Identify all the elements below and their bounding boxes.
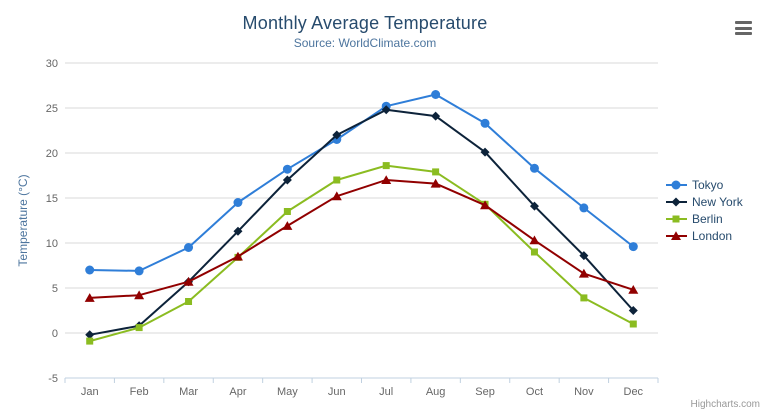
y-axis-title: Temperature (°C): [16, 174, 30, 266]
highcharts-credit[interactable]: Highcharts.com: [690, 399, 760, 410]
y-axis-label: 5: [52, 283, 58, 295]
legend-label: London: [692, 228, 733, 243]
data-point-london-aug[interactable]: [430, 178, 441, 188]
data-point-tokyo-apr[interactable]: [233, 198, 243, 207]
series-tokyo: [85, 90, 638, 276]
series-line-london: [88, 179, 635, 299]
data-point-london-jun[interactable]: [331, 191, 342, 201]
hamburger-menu-icon: [734, 26, 752, 30]
chart-title: Monthly Average Temperature: [242, 13, 488, 33]
data-point-berlin-dec[interactable]: [629, 320, 637, 328]
hamburger-menu-icon: [734, 32, 752, 35]
legend-item-london[interactable]: London: [666, 227, 743, 244]
x-axis-label: Mar: [179, 386, 198, 398]
data-point-london-apr[interactable]: [232, 251, 243, 261]
y-axis-label: 30: [46, 58, 58, 70]
legend-marker: [666, 180, 687, 189]
series-line-tokyo: [88, 93, 635, 272]
data-point-tokyo-aug[interactable]: [431, 90, 441, 99]
data-point-new-york-dec[interactable]: [628, 306, 638, 315]
x-axis: Jan Feb Mar Apr May Jun Jul Aug Sep Oct Nov Dec: [64, 377, 659, 398]
legend-label: New York: [692, 194, 743, 209]
data-point-london-mar[interactable]: [183, 276, 194, 286]
series-london: [84, 175, 639, 302]
data-point-new-york-may[interactable]: [282, 175, 292, 185]
data-point-berlin-aug[interactable]: [432, 168, 440, 176]
data-point-new-york-sep[interactable]: [480, 147, 490, 157]
x-axis-label: Aug: [426, 386, 446, 398]
x-axis-label: Nov: [574, 386, 594, 398]
data-point-berlin-jan[interactable]: [86, 337, 94, 345]
x-axis-label: Jul: [379, 386, 393, 398]
series-new-york: [85, 105, 638, 340]
y-axis-label: -5: [48, 373, 58, 385]
y-axis-label: 0: [52, 328, 58, 340]
legend-marker: [666, 215, 687, 222]
data-point-new-york-apr[interactable]: [233, 226, 243, 236]
data-point-london-sep[interactable]: [480, 200, 491, 210]
x-axis-label: Jan: [81, 386, 99, 398]
legend-label: Berlin: [692, 211, 723, 226]
legend-marker: [666, 230, 687, 240]
data-point-london-feb[interactable]: [134, 290, 145, 300]
export-menu-button[interactable]: [732, 19, 754, 37]
data-point-berlin-oct[interactable]: [530, 248, 538, 256]
x-axis-label: Oct: [526, 386, 543, 398]
hamburger-menu-icon: [734, 21, 752, 24]
data-point-london-oct[interactable]: [529, 235, 540, 245]
data-point-tokyo-sep[interactable]: [480, 118, 490, 128]
data-point-tokyo-oct[interactable]: [529, 163, 539, 173]
series-line-berlin: [88, 164, 635, 343]
chart-legend: Tokyo New York Berlin London: [666, 176, 743, 244]
y-axis-label: 20: [46, 148, 58, 160]
data-point-tokyo-dec[interactable]: [628, 242, 638, 252]
data-point-new-york-aug[interactable]: [431, 111, 441, 121]
data-point-london-jul[interactable]: [381, 175, 392, 184]
data-point-tokyo-nov[interactable]: [579, 203, 589, 213]
data-point-london-may[interactable]: [282, 221, 293, 230]
data-point-tokyo-jan[interactable]: [85, 265, 95, 275]
data-point-berlin-mar[interactable]: [185, 298, 193, 305]
legend-item-new-york[interactable]: New York: [666, 193, 743, 210]
x-axis-label: Feb: [130, 386, 149, 398]
legend-item-berlin[interactable]: Berlin: [666, 210, 743, 227]
data-point-london-dec[interactable]: [628, 285, 639, 294]
legend-item-tokyo[interactable]: Tokyo: [666, 176, 743, 193]
y-axis-label: 15: [46, 193, 58, 205]
x-axis-label: Sep: [475, 386, 495, 398]
data-point-new-york-jul[interactable]: [381, 105, 391, 115]
chart-subtitle: Source: WorldClimate.com: [293, 36, 437, 50]
legend-label: Tokyo: [692, 177, 724, 192]
data-point-berlin-jun[interactable]: [333, 176, 341, 184]
y-axis-label: 25: [46, 103, 58, 115]
x-axis-label: May: [277, 386, 298, 398]
data-point-berlin-jul[interactable]: [382, 162, 390, 170]
x-axis-label: Dec: [624, 386, 644, 398]
series-line-new-york: [88, 108, 635, 336]
data-point-berlin-may[interactable]: [283, 208, 291, 215]
data-point-london-nov[interactable]: [578, 268, 589, 278]
data-point-new-york-jan[interactable]: [85, 330, 95, 340]
data-point-berlin-nov[interactable]: [580, 294, 588, 302]
legend-marker: [666, 197, 687, 206]
y-axis: -5 0 5 10 15 20 25 30 Temperature (°C): [16, 58, 58, 385]
y-axis-label: 10: [46, 238, 58, 250]
data-point-berlin-feb[interactable]: [135, 324, 143, 332]
data-point-new-york-nov[interactable]: [579, 251, 589, 261]
data-point-tokyo-mar[interactable]: [184, 243, 194, 252]
gridlines: [65, 62, 658, 334]
data-point-tokyo-feb[interactable]: [134, 266, 144, 276]
data-point-tokyo-may[interactable]: [282, 164, 292, 174]
data-point-new-york-oct[interactable]: [529, 201, 539, 211]
data-point-new-york-jun[interactable]: [332, 130, 342, 140]
data-point-london-jan[interactable]: [84, 293, 95, 302]
x-axis-label: Apr: [229, 386, 246, 398]
x-axis-label: Jun: [328, 386, 346, 398]
